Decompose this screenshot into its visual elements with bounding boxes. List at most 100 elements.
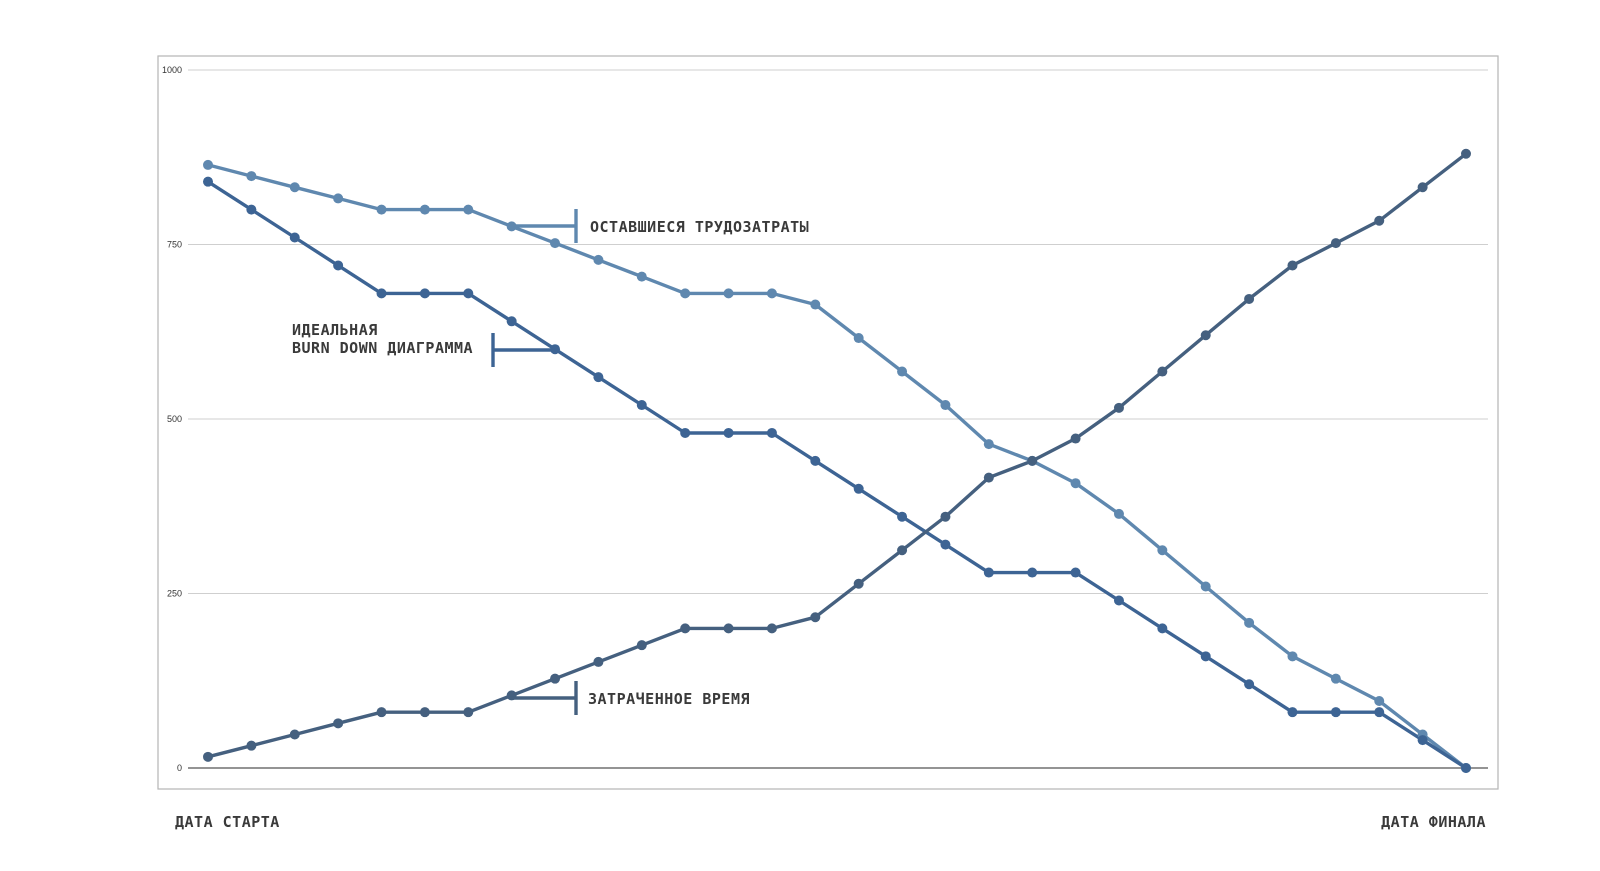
data-point <box>1374 707 1385 718</box>
x-end-label: ДАТА ФИНАЛА <box>1381 813 1486 831</box>
data-point <box>1461 763 1471 773</box>
data-point <box>766 623 777 634</box>
data-point <box>1244 679 1255 690</box>
data-point <box>1417 735 1428 746</box>
data-point <box>636 271 647 282</box>
data-point <box>1244 293 1255 304</box>
data-point <box>810 455 821 466</box>
data-point <box>810 299 821 310</box>
data-point <box>1200 651 1211 662</box>
y-tick-labels: 0 250 500 750 1000 <box>162 65 182 773</box>
data-point <box>1287 260 1298 271</box>
data-point <box>766 427 777 438</box>
data-point <box>550 344 561 355</box>
plot-frame <box>157 55 1499 790</box>
data-point <box>853 333 864 344</box>
data-point <box>419 288 430 299</box>
data-point <box>853 483 864 494</box>
y-tick-label: 0 <box>177 763 182 773</box>
series-lines <box>206 152 1468 770</box>
data-point <box>680 427 691 438</box>
series-line-1 <box>206 179 1468 770</box>
data-point <box>506 316 517 327</box>
data-point <box>1113 402 1124 413</box>
data-point <box>1330 707 1341 718</box>
data-point <box>1330 673 1341 684</box>
data-point <box>1027 567 1038 578</box>
data-point <box>636 640 647 651</box>
data-point <box>897 545 908 556</box>
data-point <box>1027 455 1038 466</box>
data-point <box>1417 182 1428 193</box>
data-point <box>1244 617 1255 628</box>
y-tick-label: 500 <box>167 414 182 424</box>
data-point <box>246 171 257 182</box>
data-point <box>1070 478 1081 489</box>
data-point <box>1330 238 1341 249</box>
data-point <box>419 707 430 718</box>
y-tick-label: 1000 <box>162 65 182 75</box>
data-point <box>983 567 994 578</box>
data-point <box>1113 508 1124 519</box>
data-point <box>723 288 734 299</box>
series-line-2 <box>206 152 1468 759</box>
data-point <box>289 182 300 193</box>
data-point <box>723 427 734 438</box>
annotation-label: ИДЕАЛЬНАЯ BURN DOWN ДИАГРАММА <box>292 321 473 357</box>
data-point <box>376 204 387 215</box>
data-point <box>1374 215 1385 226</box>
series-points <box>203 148 1471 773</box>
data-point <box>1070 567 1081 578</box>
data-point <box>550 238 561 249</box>
data-point <box>333 193 344 204</box>
data-point <box>853 578 864 589</box>
data-point <box>593 656 604 667</box>
data-point <box>723 623 734 634</box>
data-point <box>983 472 994 483</box>
data-point <box>810 612 821 623</box>
data-point <box>1157 623 1168 634</box>
data-point <box>766 288 777 299</box>
data-point <box>463 204 474 215</box>
data-point <box>983 439 994 450</box>
data-point <box>463 288 474 299</box>
data-point <box>203 159 213 170</box>
annotation-0: ОСТАВШИЕСЯ ТРУДОЗАТРАТЫ <box>516 209 809 243</box>
data-point <box>680 623 691 634</box>
data-point <box>203 751 213 762</box>
data-point <box>1287 707 1298 718</box>
data-point <box>1157 545 1168 556</box>
annotation-label: ОСТАВШИЕСЯ ТРУДОЗАТРАТЫ <box>590 218 809 236</box>
data-point <box>593 372 604 383</box>
data-point <box>897 511 908 522</box>
data-point <box>550 673 561 684</box>
data-point <box>940 511 951 522</box>
data-point <box>463 707 474 718</box>
data-point <box>940 539 951 550</box>
data-point <box>376 288 387 299</box>
data-point <box>376 707 387 718</box>
data-point <box>419 204 430 215</box>
data-point <box>1461 148 1471 159</box>
annotation-2: ЗАТРАЧЕННОЕ ВРЕМЯ <box>510 681 750 715</box>
data-point <box>333 718 344 729</box>
data-point <box>506 221 517 232</box>
data-point <box>680 288 691 299</box>
data-point <box>1200 581 1211 592</box>
data-point <box>940 400 951 411</box>
y-tick-label: 750 <box>167 240 182 250</box>
x-start-label: ДАТА СТАРТА <box>175 813 280 831</box>
data-point <box>1157 366 1168 377</box>
data-point <box>289 729 300 740</box>
annotation-label: ЗАТРАЧЕННОЕ ВРЕМЯ <box>588 690 750 708</box>
data-point <box>246 740 257 751</box>
data-point <box>289 232 300 243</box>
data-point <box>897 366 908 377</box>
data-point <box>333 260 344 271</box>
data-point <box>593 254 604 265</box>
data-point <box>1374 695 1385 706</box>
data-point <box>246 204 257 215</box>
annotation-1: ИДЕАЛЬНАЯ BURN DOWN ДИАГРАММА <box>292 321 552 367</box>
y-tick-label: 250 <box>167 589 182 599</box>
